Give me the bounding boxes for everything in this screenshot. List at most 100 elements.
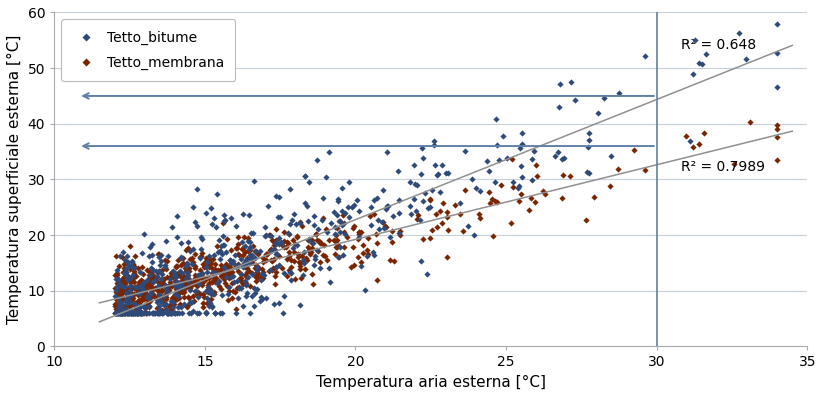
Tetto_bitume	[366, 249, 379, 255]
Tetto_bitume	[146, 279, 160, 285]
Tetto_membrana	[352, 254, 365, 260]
Tetto_membrana	[180, 273, 193, 279]
Tetto_membrana	[123, 285, 136, 292]
Tetto_bitume	[408, 181, 421, 187]
Tetto_membrana	[355, 229, 368, 235]
Tetto_membrana	[176, 255, 189, 261]
Tetto_membrana	[323, 237, 336, 244]
Tetto_membrana	[128, 279, 141, 285]
Tetto_membrana	[121, 292, 134, 299]
Tetto_membrana	[118, 304, 131, 310]
Tetto_bitume	[335, 222, 348, 228]
Tetto_membrana	[251, 251, 264, 257]
Tetto_bitume	[639, 53, 652, 59]
Tetto_membrana	[286, 237, 300, 244]
Tetto_membrana	[356, 242, 370, 248]
Tetto_bitume	[148, 310, 161, 316]
Tetto_bitume	[416, 145, 429, 151]
Tetto_bitume	[474, 187, 487, 194]
Tetto_membrana	[195, 249, 208, 256]
Tetto_bitume	[580, 169, 593, 175]
Tetto_bitume	[168, 271, 181, 278]
Tetto_membrana	[219, 272, 232, 278]
Tetto_bitume	[210, 280, 223, 286]
Tetto_bitume	[225, 274, 238, 280]
Tetto_bitume	[128, 301, 142, 307]
Tetto_membrana	[265, 245, 278, 252]
Tetto_membrana	[135, 277, 148, 283]
Tetto_membrana	[182, 301, 195, 307]
Tetto_bitume	[683, 138, 696, 144]
Tetto_membrana	[146, 278, 160, 284]
Tetto_membrana	[240, 265, 253, 271]
Tetto_bitume	[189, 288, 202, 294]
Tetto_membrana	[230, 263, 243, 269]
Tetto_bitume	[225, 215, 238, 221]
Tetto_bitume	[248, 303, 261, 309]
Tetto_membrana	[114, 278, 128, 284]
Tetto_bitume	[123, 310, 136, 316]
Tetto_membrana	[221, 272, 234, 279]
Tetto_bitume	[370, 195, 384, 201]
Tetto_bitume	[353, 234, 366, 241]
Tetto_membrana	[171, 280, 184, 286]
Tetto_bitume	[183, 310, 196, 316]
Tetto_membrana	[259, 256, 272, 263]
Tetto_bitume	[134, 283, 147, 290]
Tetto_membrana	[141, 266, 154, 273]
Tetto_bitume	[231, 295, 244, 301]
Tetto_membrana	[212, 283, 226, 289]
Tetto_membrana	[274, 240, 287, 247]
Tetto_bitume	[184, 287, 197, 294]
Tetto_bitume	[583, 137, 596, 143]
Tetto_membrana	[133, 287, 146, 294]
Tetto_bitume	[170, 278, 183, 285]
Tetto_membrana	[175, 277, 188, 283]
Tetto_bitume	[131, 310, 144, 316]
Tetto_membrana	[125, 293, 138, 300]
Tetto_membrana	[110, 310, 123, 316]
Tetto_bitume	[114, 303, 127, 309]
Tetto_bitume	[112, 295, 125, 301]
Tetto_membrana	[307, 281, 320, 287]
Tetto_bitume	[275, 239, 288, 246]
Tetto_membrana	[205, 270, 218, 277]
Tetto_bitume	[200, 264, 213, 270]
Tetto_membrana	[370, 239, 384, 246]
Tetto_bitume	[156, 310, 170, 316]
Tetto_membrana	[318, 241, 331, 248]
Tetto_bitume	[119, 310, 132, 316]
Tetto_bitume	[187, 308, 200, 314]
Tetto_membrana	[221, 297, 235, 303]
Tetto_membrana	[140, 285, 153, 292]
Tetto_membrana	[165, 310, 178, 316]
Tetto_bitume	[133, 310, 146, 316]
Tetto_bitume	[153, 308, 166, 314]
Tetto_membrana	[115, 287, 128, 294]
Tetto_membrana	[196, 261, 209, 267]
Tetto_bitume	[528, 147, 541, 154]
Tetto_bitume	[165, 310, 178, 316]
Tetto_bitume	[118, 310, 131, 316]
Tetto_bitume	[160, 310, 173, 316]
Tetto_bitume	[592, 110, 605, 116]
Tetto_bitume	[375, 219, 388, 225]
Tetto_membrana	[281, 240, 294, 246]
Tetto_bitume	[169, 310, 182, 316]
Tetto_bitume	[433, 189, 446, 195]
Tetto_bitume	[245, 270, 258, 277]
Tetto_bitume	[162, 310, 175, 316]
Tetto_bitume	[313, 265, 326, 271]
Tetto_bitume	[119, 310, 132, 316]
Tetto_bitume	[216, 251, 229, 257]
Tetto_membrana	[459, 187, 472, 193]
Tetto_bitume	[244, 254, 257, 261]
Tetto_membrana	[159, 295, 172, 302]
Tetto_membrana	[230, 285, 243, 291]
Tetto_membrana	[151, 279, 165, 285]
Tetto_bitume	[160, 301, 173, 307]
Tetto_membrana	[251, 266, 264, 273]
Tetto_bitume	[123, 287, 137, 293]
Tetto_membrana	[385, 227, 398, 234]
Tetto_membrana	[128, 285, 141, 291]
